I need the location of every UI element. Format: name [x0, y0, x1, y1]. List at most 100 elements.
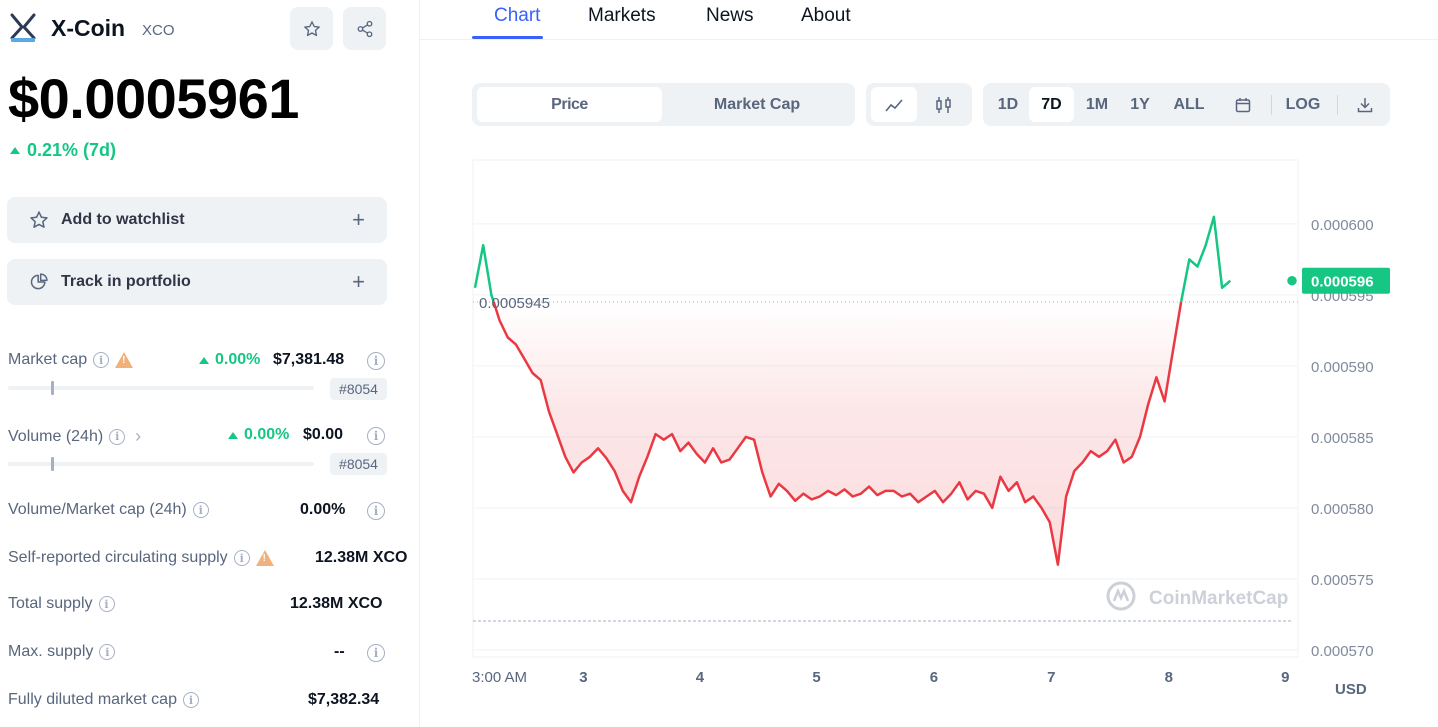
info-icon[interactable]: i — [233, 550, 250, 566]
info-icon[interactable]: i — [93, 352, 110, 368]
active-tab-indicator — [472, 36, 543, 39]
info-icon[interactable]: i — [367, 644, 385, 662]
range-1y-button[interactable]: 1Y — [1130, 95, 1150, 113]
x-tick-label: 4 — [696, 669, 705, 686]
info-icon[interactable]: i — [99, 644, 116, 660]
line-chart-button[interactable] — [871, 87, 917, 122]
market-cap-change: 0.00% — [199, 351, 260, 369]
range-all-button[interactable]: ALL — [1173, 95, 1205, 113]
chart-type-toggle — [866, 83, 972, 126]
calendar-icon — [1235, 97, 1251, 112]
volume-row: Volume (24h) i › 0.00% $0.00 i — [8, 426, 388, 448]
current-price-dot — [1285, 274, 1299, 287]
circulating-supply-value: 12.38M XCO — [315, 549, 408, 566]
current-price: $0.0005961 — [8, 67, 299, 130]
info-icon[interactable]: i — [192, 502, 209, 518]
coinmarketcap-logo-mark — [1112, 587, 1130, 602]
market-cap-rank-badge: #8054 — [330, 378, 387, 400]
tab-news[interactable]: News — [706, 5, 754, 26]
y-tick-label: 0.000575 — [1311, 572, 1374, 589]
range-1d-button[interactable]: 1D — [997, 95, 1019, 113]
coinmarketcap-watermark: CoinMarketCap — [1106, 581, 1288, 611]
chevron-right-icon[interactable]: › — [135, 426, 142, 446]
track-in-portfolio-label: Track in portfolio — [61, 273, 191, 290]
y-tick-label: 0.000590 — [1311, 359, 1374, 376]
volume-rank-track — [8, 457, 314, 471]
candlestick-chart-button[interactable] — [921, 87, 967, 122]
date-range-button[interactable] — [1223, 87, 1263, 122]
track-in-portfolio-button[interactable]: Track in portfolio + — [7, 259, 387, 305]
coin-info-panel: X-Coin XCO $0.0005961 0.21% (7d) Add to … — [0, 0, 420, 727]
range-toggle: 1D 7D 1M 1Y ALL LOG — [983, 83, 1390, 126]
info-icon[interactable]: i — [367, 352, 385, 370]
info-icon[interactable]: i — [367, 427, 385, 445]
coinmarketcap-logo-icon — [1106, 581, 1136, 611]
y-tick-label: 0.000600 — [1311, 217, 1374, 234]
log-scale-button[interactable]: LOG — [1285, 95, 1321, 113]
x-tick-label: 5 — [812, 669, 820, 686]
circulating-supply-label: Self-reported circulating supply — [8, 549, 228, 566]
section-tabs: Chart Markets News About — [420, 0, 1438, 40]
range-1m-button[interactable]: 1M — [1085, 95, 1109, 113]
metric-toggle: Price Market Cap — [472, 83, 855, 126]
tab-markets[interactable]: Markets — [588, 5, 656, 26]
chart-area — [493, 302, 1182, 565]
market-cap-toggle-button[interactable]: Market Cap — [713, 95, 801, 113]
current-price-label: 0.000596 — [1311, 274, 1374, 291]
info-icon[interactable]: i — [182, 692, 199, 708]
price-toggle-button[interactable]: Price — [477, 87, 662, 122]
y-tick-label: 0.000580 — [1311, 501, 1374, 518]
fully-diluted-market-cap-value: $7,382.34 — [308, 691, 380, 708]
watermark-text: CoinMarketCap — [1149, 588, 1288, 609]
chart-lines — [473, 215, 1299, 566]
download-button[interactable] — [1345, 87, 1385, 122]
download-icon — [1357, 97, 1373, 112]
add-to-watchlist-button[interactable]: Add to watchlist + — [7, 197, 387, 243]
max-supply-row: Max. supply i -- i — [8, 643, 388, 665]
volume-change-value: 0.00% — [244, 426, 290, 443]
info-icon[interactable]: i — [98, 596, 115, 612]
plot-frame — [472, 159, 1299, 658]
line-chart-icon — [885, 98, 903, 112]
y-tick-label: 0.000585 — [1311, 430, 1374, 447]
max-supply-label: Max. supply — [8, 643, 94, 660]
reference-price-label: 0.0005945 — [479, 295, 550, 312]
share-button[interactable] — [343, 7, 386, 50]
warning-icon[interactable]: ! — [115, 352, 134, 368]
y-tick-label: 0.000570 — [1311, 643, 1374, 660]
tab-chart[interactable]: Chart — [494, 5, 541, 26]
market-cap-row: Market cap i ! 0.00% $7,381.48 i — [8, 351, 388, 373]
plus-icon: + — [352, 269, 365, 294]
fully-diluted-market-cap-label: Fully diluted market cap — [8, 691, 177, 708]
total-supply-label: Total supply — [8, 595, 93, 612]
add-to-watchlist-label: Add to watchlist — [61, 211, 185, 228]
current-price-tag — [1302, 267, 1390, 294]
favorite-button[interactable] — [290, 7, 333, 50]
volume-value: $0.00 — [303, 426, 344, 443]
pie-chart-icon — [30, 273, 48, 290]
info-icon[interactable]: i — [367, 502, 385, 520]
range-7d-button[interactable]: 7D — [1029, 87, 1074, 122]
x-tick-label: 9 — [1281, 669, 1289, 686]
volume-change: 0.00% — [228, 426, 289, 444]
x-tick-label: 3:00 AM — [472, 669, 527, 686]
info-icon[interactable]: i — [109, 428, 126, 445]
up-arrow-icon — [228, 431, 238, 439]
warning-icon[interactable]: ! — [255, 550, 274, 566]
volume-label: Volume (24h) — [8, 427, 104, 445]
market-cap-value: $7,381.48 — [273, 351, 345, 368]
volume-market-cap-label: Volume/Market cap (24h) — [8, 501, 187, 518]
coin-symbol: XCO — [142, 22, 175, 39]
share-icon — [357, 20, 372, 37]
star-icon — [30, 211, 48, 228]
circulating-supply-row: Self-reported circulating supply i ! 12.… — [8, 549, 418, 571]
x-tick-label: 7 — [1047, 669, 1055, 686]
currency-label: USD — [1335, 681, 1367, 698]
volume-market-cap-row: Volume/Market cap (24h) i 0.00% i — [8, 501, 388, 523]
x-tick-label: 8 — [1165, 669, 1173, 686]
divider — [1337, 95, 1338, 115]
max-supply-value: -- — [334, 643, 345, 660]
price-line-up — [1179, 215, 1232, 303]
tab-about[interactable]: About — [801, 5, 851, 26]
